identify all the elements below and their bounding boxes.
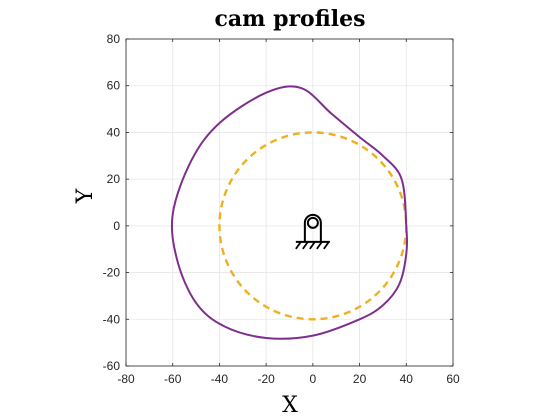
- x-tick-label: -60: [164, 372, 182, 386]
- x-tick-label: 60: [446, 372, 460, 386]
- follower-symbol: [295, 213, 330, 250]
- y-tick-label: 0: [113, 219, 120, 233]
- x-axis-label: X: [282, 393, 298, 418]
- y-tick-label: 40: [107, 125, 121, 139]
- y-tick-label: -20: [103, 266, 121, 280]
- x-tick-label: 40: [400, 372, 414, 386]
- x-tick-label: -80: [117, 372, 135, 386]
- x-tick-label: -20: [257, 372, 275, 386]
- plot-area: [126, 39, 453, 366]
- roller-follower-icon: [295, 213, 330, 250]
- cam-profile-series: [170, 85, 409, 340]
- y-tick-label: -40: [103, 312, 121, 326]
- y-tick-label: 60: [107, 79, 121, 93]
- x-tick-label: 20: [353, 372, 367, 386]
- chart-title: cam profiles: [215, 6, 366, 32]
- x-tick-label: 0: [310, 372, 317, 386]
- y-tick-label: -60: [103, 359, 121, 373]
- y-axis-label: Y: [73, 188, 98, 204]
- x-tick-label: -40: [211, 372, 229, 386]
- plot-frame: [125, 38, 454, 367]
- y-tick-label: 20: [107, 172, 121, 186]
- y-tick-label: 80: [107, 32, 121, 46]
- series-layer: [170, 85, 409, 340]
